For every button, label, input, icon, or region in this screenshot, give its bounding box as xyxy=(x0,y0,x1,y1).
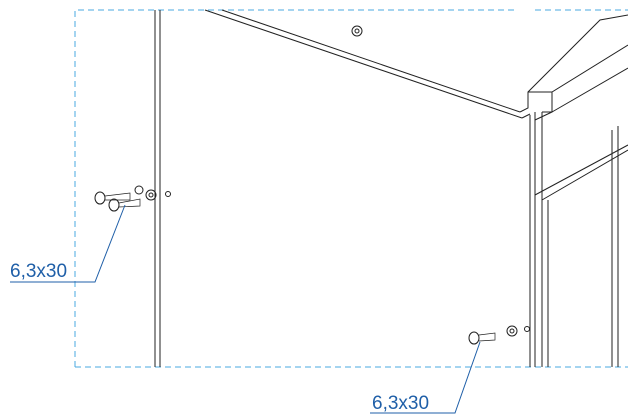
panel-edge xyxy=(154,10,161,367)
callout-label: 6,3x30 xyxy=(10,261,67,282)
right-column xyxy=(527,14,628,367)
screw-left xyxy=(94,185,171,212)
top-edge xyxy=(204,9,531,119)
screw-right xyxy=(468,325,530,345)
callout-label: 6,3x30 xyxy=(372,393,429,414)
leader-line xyxy=(10,204,126,283)
frame-dashed xyxy=(74,9,628,368)
hole xyxy=(351,25,363,37)
leader-line xyxy=(370,341,481,414)
